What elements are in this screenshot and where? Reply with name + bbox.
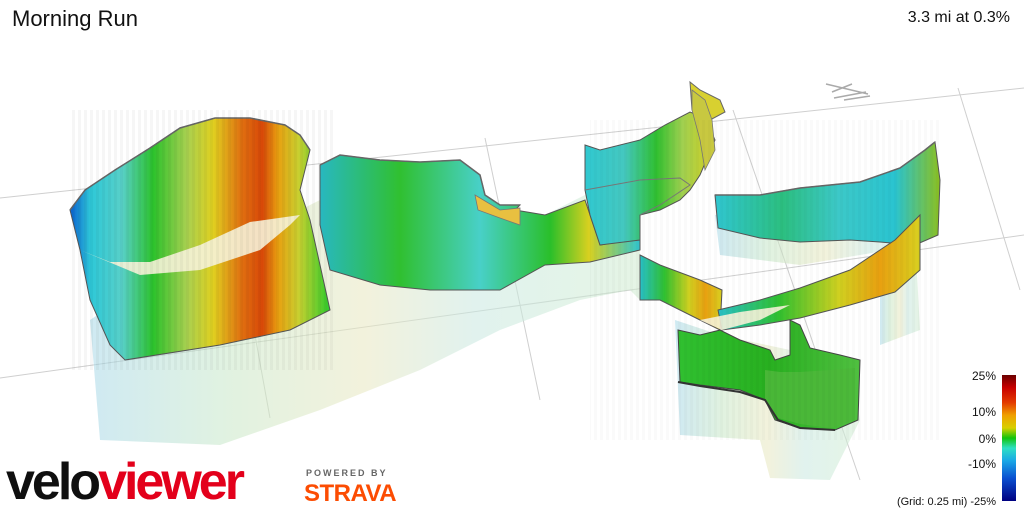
legend-label-max: 25% <box>971 369 996 383</box>
route-wall-middle <box>319 154 641 291</box>
legend-label-0: 0% <box>978 432 996 446</box>
strava-logo[interactable]: STRAVA <box>304 480 397 507</box>
activity-title: Morning Run <box>12 6 138 31</box>
powered-by-label: POWERED BY <box>306 468 388 478</box>
veloviewer-logo[interactable]: veloviewer <box>6 453 245 511</box>
grid-scale-note: (Grid: 0.25 mi) -25% <box>896 496 996 508</box>
legend-label-10: 10% <box>971 405 996 419</box>
route-wall-main <box>69 110 335 370</box>
legend-label-neg10: -10% <box>967 457 996 471</box>
gradient-legend-bar <box>1002 375 1016 501</box>
activity-stats: 3.3 mi at 0.3% <box>907 9 1010 26</box>
north-arrow-icon <box>825 83 871 101</box>
